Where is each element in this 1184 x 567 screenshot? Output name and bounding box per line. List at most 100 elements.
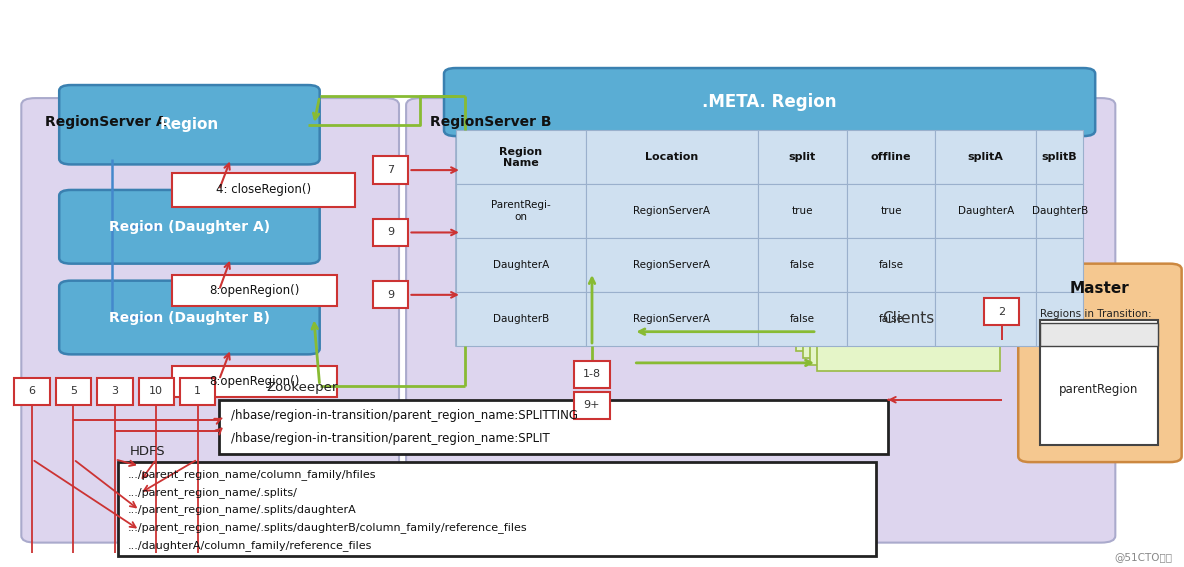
Text: 10: 10 (149, 386, 163, 396)
Bar (219, 400, 888, 454)
Bar (172, 275, 337, 306)
Bar (817, 272, 1000, 371)
Bar (1036, 292, 1083, 346)
Text: 9: 9 (387, 290, 394, 300)
Text: 3: 3 (111, 386, 118, 396)
FancyBboxPatch shape (21, 98, 399, 543)
FancyBboxPatch shape (1018, 264, 1182, 462)
Text: RegionServerA: RegionServerA (633, 314, 710, 324)
Bar (758, 238, 847, 292)
Bar (456, 238, 586, 292)
Bar (1040, 323, 1158, 346)
Text: 6: 6 (28, 386, 36, 396)
Bar (847, 292, 935, 346)
Text: RegionServerA: RegionServerA (633, 206, 710, 216)
Text: RegionServer A: RegionServer A (45, 115, 167, 129)
Bar (935, 184, 1036, 238)
Text: /hbase/region-in-transition/parent_region_name:SPLITTING
/hbase/region-in-transi: /hbase/region-in-transition/parent_regio… (231, 409, 578, 445)
Bar (586, 238, 758, 292)
Bar (373, 281, 408, 308)
Text: 1-8: 1-8 (583, 369, 601, 379)
Bar (172, 173, 355, 207)
Text: Region
Name: Region Name (500, 146, 542, 168)
Text: 2: 2 (998, 307, 1005, 317)
Text: DaughterA: DaughterA (493, 260, 549, 270)
FancyBboxPatch shape (406, 98, 1115, 543)
Bar (574, 392, 610, 419)
Text: offline: offline (870, 153, 912, 162)
Text: Clients: Clients (882, 311, 935, 327)
Text: false: false (790, 314, 815, 324)
Text: false: false (879, 314, 903, 324)
Bar (1036, 184, 1083, 238)
Bar (373, 219, 408, 246)
Text: Region (Daughter A): Region (Daughter A) (109, 220, 270, 234)
Text: 1: 1 (194, 386, 201, 396)
Text: false: false (879, 260, 903, 270)
Bar (847, 130, 935, 184)
Bar (1040, 320, 1158, 445)
Bar (847, 184, 935, 238)
Text: DaughterB: DaughterB (1031, 206, 1088, 216)
Text: Zookeeper: Zookeeper (266, 381, 337, 394)
Bar (758, 184, 847, 238)
Bar (14, 378, 50, 405)
Text: DaughterA: DaughterA (958, 206, 1014, 216)
Bar (586, 292, 758, 346)
Text: Region: Region (160, 117, 219, 132)
Text: Master: Master (1070, 281, 1130, 295)
FancyBboxPatch shape (59, 85, 320, 164)
Bar (810, 265, 993, 365)
Bar (118, 462, 876, 556)
Bar (456, 292, 586, 346)
Bar (456, 184, 586, 238)
Text: @51CTO博客: @51CTO博客 (1114, 552, 1172, 562)
Bar (935, 292, 1036, 346)
Bar (984, 298, 1019, 325)
Text: 5: 5 (70, 386, 77, 396)
Bar (456, 130, 1083, 346)
Text: ParentRegi-
on: ParentRegi- on (491, 200, 551, 222)
Text: 9: 9 (387, 227, 394, 238)
Text: parentRegion: parentRegion (1058, 383, 1139, 396)
Bar (1036, 130, 1083, 184)
Text: false: false (790, 260, 815, 270)
Bar (935, 130, 1036, 184)
FancyBboxPatch shape (59, 190, 320, 264)
Bar (456, 130, 586, 184)
Text: 7: 7 (387, 165, 394, 175)
Bar (373, 156, 408, 184)
Bar (172, 366, 337, 397)
Bar (758, 130, 847, 184)
Text: .META. Region: .META. Region (702, 93, 837, 111)
Bar (574, 361, 610, 388)
Text: 8:openRegion(): 8:openRegion() (210, 284, 300, 297)
Text: Region (Daughter B): Region (Daughter B) (109, 311, 270, 324)
Text: HDFS: HDFS (130, 445, 166, 458)
Bar (847, 238, 935, 292)
Bar (758, 292, 847, 346)
Text: Regions in Transition:: Regions in Transition: (1040, 308, 1151, 319)
Text: RegionServer B: RegionServer B (430, 115, 552, 129)
FancyBboxPatch shape (444, 68, 1095, 136)
Text: splitB: splitB (1042, 153, 1077, 162)
Text: true: true (880, 206, 902, 216)
FancyBboxPatch shape (59, 281, 320, 354)
Text: DaughterB: DaughterB (493, 314, 549, 324)
Bar (586, 184, 758, 238)
Bar (139, 378, 174, 405)
Bar (180, 378, 215, 405)
Text: splitA: splitA (967, 153, 1004, 162)
Text: .../parent_region_name/column_family/hfiles
.../parent_region_name/.splits/
.../: .../parent_region_name/column_family/hfi… (128, 469, 528, 551)
Bar (56, 378, 91, 405)
Text: 4: closeRegion(): 4: closeRegion() (215, 184, 311, 196)
Text: true: true (791, 206, 813, 216)
Bar (1036, 238, 1083, 292)
Text: Location: Location (645, 153, 699, 162)
Bar (97, 378, 133, 405)
Text: RegionServerA: RegionServerA (633, 260, 710, 270)
Bar (586, 130, 758, 184)
Text: 9+: 9+ (584, 400, 600, 411)
Text: split: split (789, 153, 816, 162)
Text: 8:openRegion(): 8:openRegion() (210, 375, 300, 388)
